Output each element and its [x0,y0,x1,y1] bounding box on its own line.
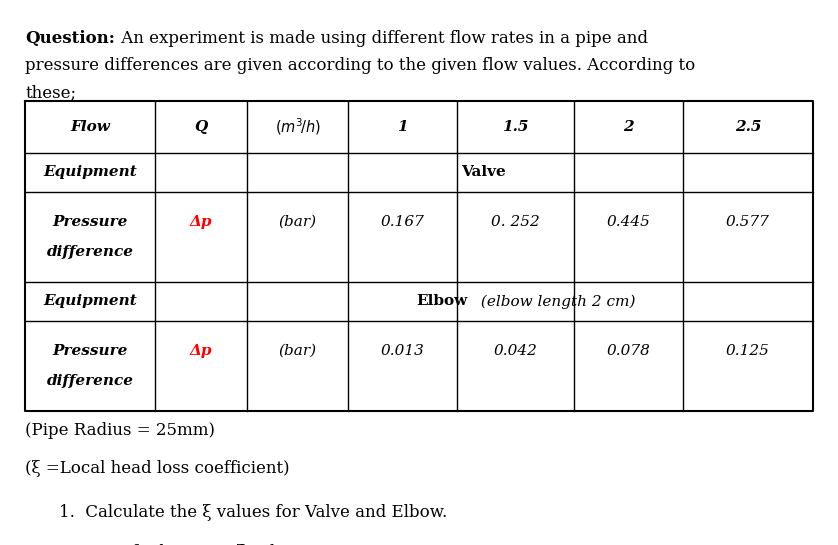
Text: Equipment: Equipment [44,294,137,308]
Text: 0. 252: 0. 252 [491,215,540,228]
Text: 2: 2 [623,120,634,134]
Text: 1.5: 1.5 [502,120,529,134]
Text: Equipment: Equipment [44,165,137,179]
Text: 0.078: 0.078 [607,344,650,358]
Text: 1.  Calculate the ξ values for Valve and Elbow.: 1. Calculate the ξ values for Valve and … [59,504,447,520]
Text: 0.167: 0.167 [380,215,424,228]
Text: 2.5: 2.5 [735,120,761,134]
Text: Q: Q [194,120,208,134]
Text: difference: difference [47,374,133,388]
Text: Pressure: Pressure [53,344,127,358]
Text: 1: 1 [397,120,407,134]
Text: Valve: Valve [462,165,506,179]
Text: difference: difference [47,245,133,259]
Text: pressure differences are given according to the given flow values. According to: pressure differences are given according… [25,57,696,74]
Text: An experiment is made using different flow rates in a pipe and: An experiment is made using different fl… [116,30,648,47]
Text: Elbow: Elbow [416,294,468,308]
Text: Flow: Flow [70,120,110,134]
Text: 0.445: 0.445 [607,215,650,228]
Text: Δp: Δp [190,344,212,358]
Text: $(m^3\!/h)$: $(m^3\!/h)$ [275,117,320,137]
Text: Δp: Δp [190,215,212,228]
Text: (Pipe Radius = 25mm): (Pipe Radius = 25mm) [25,422,215,439]
Text: (bar): (bar) [278,344,317,358]
Text: 0.577: 0.577 [726,215,770,228]
Text: (bar): (bar) [278,215,317,228]
Text: these;: these; [25,84,76,101]
Text: Pressure: Pressure [53,215,127,228]
Text: 0.013: 0.013 [380,344,424,358]
Text: (elbow length 2 cm): (elbow length 2 cm) [476,294,635,308]
Text: 0.125: 0.125 [726,344,770,358]
Text: (ξ =Local head loss coefficient): (ξ =Local head loss coefficient) [25,460,290,477]
Text: Question:: Question: [25,30,115,47]
Text: 0.042: 0.042 [494,344,537,358]
